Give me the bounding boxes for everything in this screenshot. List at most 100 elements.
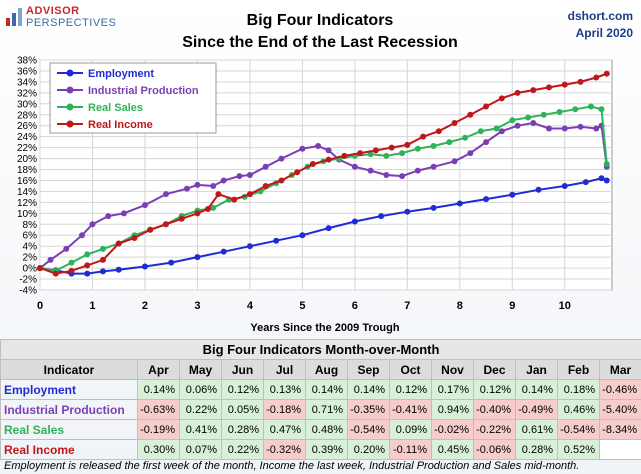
data-point xyxy=(446,139,453,146)
data-point xyxy=(593,125,600,132)
value-cell: -0.54% xyxy=(347,419,390,440)
data-point xyxy=(561,182,568,189)
value-cell: -0.06% xyxy=(473,439,516,460)
data-point xyxy=(84,270,91,277)
month-header: Aug xyxy=(305,359,348,380)
y-tick-label: 2% xyxy=(23,253,38,264)
data-point xyxy=(141,263,148,270)
data-point xyxy=(278,177,285,184)
chart-title-line1: Big Four Indicators xyxy=(246,12,394,29)
source-date: April 2020 xyxy=(575,26,633,40)
data-point xyxy=(246,191,253,198)
y-tick-label: 32% xyxy=(17,88,37,99)
x-tick-label: 2 xyxy=(142,300,148,312)
month-header: Oct xyxy=(389,359,432,380)
value-cell: 0.94% xyxy=(431,399,474,420)
chart-title: Big Four Indicators Since the End of the… xyxy=(120,10,520,54)
data-point xyxy=(115,266,122,273)
data-point xyxy=(483,196,490,203)
data-point xyxy=(404,141,411,148)
x-tick-label: 1 xyxy=(89,300,95,312)
y-tick-label: 8% xyxy=(23,220,38,231)
value-cell: -8.34% xyxy=(598,419,641,440)
data-point xyxy=(451,158,458,165)
data-point xyxy=(262,163,269,170)
data-point xyxy=(420,133,427,140)
value-cell: 0.71% xyxy=(305,399,348,420)
value-cell: -0.41% xyxy=(389,399,432,420)
x-tick-label: 7 xyxy=(404,300,410,312)
data-point xyxy=(451,119,458,126)
data-point xyxy=(414,167,421,174)
data-point xyxy=(162,221,169,228)
month-header: Mar xyxy=(598,359,641,380)
value-cell: 0.14% xyxy=(515,379,558,400)
value-cell: 0.45% xyxy=(431,439,474,460)
data-point xyxy=(84,262,91,269)
legend-swatch-dot xyxy=(66,120,74,128)
data-point xyxy=(546,84,553,91)
data-point xyxy=(577,123,584,130)
value-cell: 0.39% xyxy=(305,439,348,460)
data-point xyxy=(84,251,91,258)
data-point xyxy=(514,89,521,96)
data-point xyxy=(147,226,154,233)
data-point xyxy=(603,70,610,77)
value-cell: -0.19% xyxy=(137,419,180,440)
data-point xyxy=(131,234,138,241)
data-point xyxy=(194,181,201,188)
data-point xyxy=(383,152,390,159)
data-point xyxy=(588,103,595,110)
value-cell: 0.30% xyxy=(137,439,180,460)
data-point xyxy=(525,114,532,121)
value-cell: 0.47% xyxy=(263,419,306,440)
data-point xyxy=(194,254,201,261)
data-point xyxy=(498,128,505,135)
data-point xyxy=(215,191,222,198)
y-tick-label: 22% xyxy=(17,143,37,154)
data-point xyxy=(530,87,537,94)
indicator-name: Industrial Production xyxy=(0,399,138,420)
data-point xyxy=(399,173,406,180)
indicator-name: Real Income xyxy=(0,439,138,460)
value-cell: -5.40% xyxy=(598,399,641,420)
data-point xyxy=(299,145,306,152)
value-cell: 0.07% xyxy=(179,439,222,460)
data-point xyxy=(514,122,521,129)
data-point xyxy=(325,156,332,163)
value-cell: 0.52% xyxy=(557,439,600,460)
data-point xyxy=(598,106,605,113)
advisor-perspectives-logo: ADVISOR PERSPECTIVES xyxy=(4,3,116,33)
month-header: Dec xyxy=(473,359,516,380)
value-cell: 0.17% xyxy=(431,379,474,400)
data-point xyxy=(467,150,474,157)
data-point xyxy=(367,151,374,158)
data-point xyxy=(325,225,332,232)
y-tick-label: 24% xyxy=(17,132,37,143)
data-point xyxy=(299,232,306,239)
table-row: Employment 0.14% 0.06% 0.12% 0.13% 0.14% 0.14%… xyxy=(0,379,641,400)
y-tick-label: 30% xyxy=(17,99,37,110)
data-point xyxy=(509,191,516,198)
y-tick-label: 4% xyxy=(23,242,38,253)
table-row: Real Sales -0.19% 0.41% 0.28% 0.47% 0.48% -0.5… xyxy=(0,419,641,440)
indicator-name: Employment xyxy=(0,379,138,400)
data-point xyxy=(204,205,211,212)
data-point xyxy=(404,208,411,215)
logo-mark-icon xyxy=(6,8,22,26)
data-point xyxy=(467,111,474,118)
data-point xyxy=(210,182,217,189)
data-point xyxy=(47,256,54,263)
data-point xyxy=(430,142,437,149)
value-cell: -0.54% xyxy=(557,419,600,440)
y-tick-label: 34% xyxy=(17,77,37,88)
value-cell: 0.05% xyxy=(221,399,264,420)
data-point xyxy=(483,139,490,146)
legend-entry: Employment xyxy=(88,68,154,80)
data-point xyxy=(493,125,500,132)
x-tick-label: 8 xyxy=(457,300,463,312)
x-tick-label: 0 xyxy=(37,300,43,312)
data-point xyxy=(593,74,600,81)
data-point xyxy=(105,213,112,220)
table-header-row: Indicator Apr May Jun Jul Aug Sep Oct Nov Dec Jan… xyxy=(0,359,641,380)
